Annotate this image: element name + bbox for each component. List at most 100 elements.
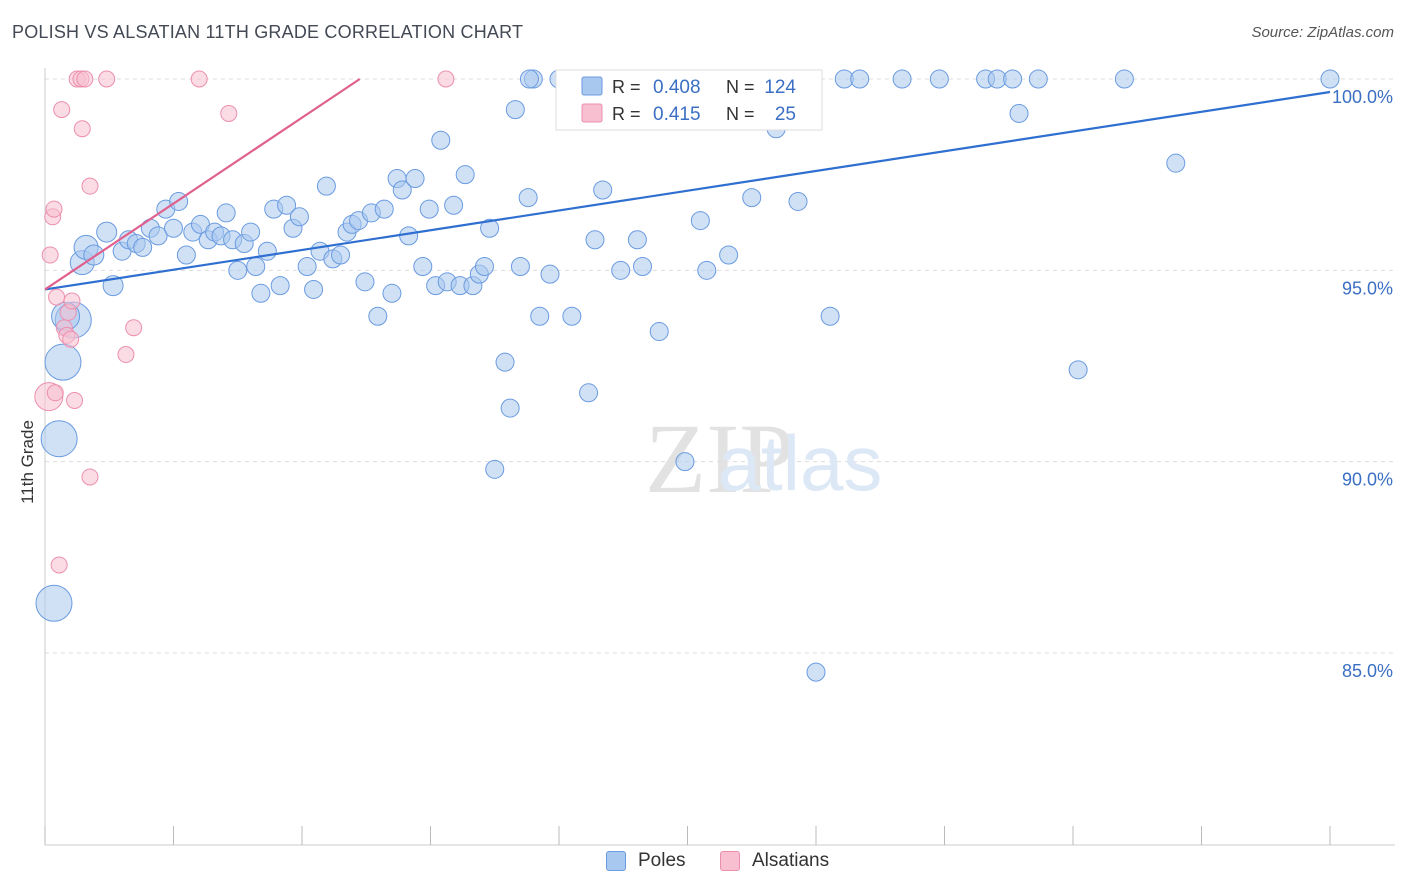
- watermark-atlas: atlas: [718, 419, 883, 507]
- poles-point-84: [593, 180, 613, 200]
- poles-point-70: [500, 398, 520, 418]
- poles-point-39: [304, 279, 324, 299]
- alsatians-point-7: [53, 101, 71, 119]
- poles-point-43: [331, 245, 351, 265]
- alsatians-point-16: [73, 120, 91, 138]
- stats-n-value-poles: 124: [764, 77, 796, 98]
- poles-point-57: [419, 199, 439, 219]
- alsatians-point-12: [63, 292, 81, 310]
- alsatians-point-5: [48, 288, 66, 306]
- poles-point-110: [892, 69, 912, 89]
- poles-point-72: [510, 257, 530, 277]
- legend: Poles Alsatians: [0, 850, 1406, 880]
- poles-point-99: [719, 245, 739, 265]
- poles-point-116: [1028, 69, 1048, 89]
- alsatians-point-25: [437, 70, 455, 88]
- alsatians-point-6: [50, 556, 68, 574]
- alsatians-point-24: [220, 104, 238, 122]
- poles-point-41: [316, 176, 336, 196]
- alsatians-point-1: [41, 246, 59, 264]
- poles-point-34: [270, 276, 290, 296]
- poles-point-94: [675, 452, 695, 472]
- poles-point-56: [413, 257, 433, 277]
- y-tick-label-1: 95.0%: [1342, 278, 1393, 298]
- y-tick-label-3: 85.0%: [1342, 661, 1393, 681]
- legend-swatch-poles: [606, 851, 626, 871]
- alsatians-point-19: [81, 468, 99, 486]
- axes: [44, 68, 1395, 846]
- poles-point-54: [399, 226, 419, 246]
- poles-point-61: [444, 195, 464, 215]
- stats-n-value-alsatians: 25: [775, 104, 796, 125]
- poles-point-97: [697, 260, 717, 280]
- stats-n-label-alsatians: N =: [726, 104, 755, 124]
- stats-r-label-poles: R =: [612, 77, 641, 97]
- poles-point-89: [633, 257, 653, 277]
- poles-point-55: [405, 168, 425, 188]
- watermark-zip: ZIP: [645, 403, 795, 514]
- poles-point-59: [431, 130, 451, 150]
- y-axis-label: 11th Grade: [18, 420, 37, 504]
- legend-swatch-alsatians: [720, 851, 740, 871]
- poles-point-1: [40, 420, 78, 458]
- poles-point-13: [133, 237, 153, 257]
- poles-point-105: [788, 191, 808, 211]
- poles-point-0: [35, 584, 73, 622]
- stats-swatch-poles: [581, 76, 603, 96]
- poles-point-29: [241, 222, 261, 242]
- alsatians-points: [34, 70, 455, 574]
- poles-point-114: [1003, 69, 1023, 89]
- poles-point-32: [257, 241, 277, 261]
- poles-point-88: [627, 230, 647, 250]
- poles-point-53: [392, 180, 412, 200]
- poles-point-106: [806, 662, 826, 682]
- legend-item-alsatians: Alsatians: [720, 850, 829, 872]
- poles-point-17: [164, 218, 183, 238]
- y-tick-label-0: 100.0%: [1332, 87, 1393, 107]
- poles-point-47: [355, 272, 375, 292]
- y-tick-label-2: 90.0%: [1342, 470, 1393, 490]
- legend-label-alsatians: Alsatians: [752, 850, 830, 871]
- stats-r-label-alsatians: R =: [612, 104, 641, 124]
- legend-item-poles: Poles: [606, 850, 686, 872]
- poles-point-96: [690, 211, 710, 231]
- poles-point-119: [1166, 153, 1186, 173]
- alsatians-point-17: [76, 70, 94, 88]
- alsatians-point-20: [98, 70, 116, 88]
- poles-point-27: [228, 260, 248, 280]
- poles-point-31: [251, 283, 271, 303]
- alsatians-point-13: [66, 391, 84, 409]
- poles-point-91: [649, 322, 669, 342]
- alsatians-point-18: [81, 177, 99, 195]
- poles-point-67: [480, 218, 500, 238]
- trend-lines: [44, 78, 1331, 291]
- poles-point-115: [1009, 103, 1029, 123]
- tick-labels: 100.0%95.0%90.0%85.0%0.0%100.0%: [1332, 87, 1393, 681]
- poles-point-2: [44, 343, 82, 381]
- alsatians-point-22: [125, 319, 143, 337]
- poles-point-51: [382, 283, 402, 303]
- poles-point-120: [1320, 69, 1340, 89]
- poles-point-73: [518, 188, 538, 208]
- alsatians-point-21: [117, 346, 135, 364]
- poles-point-35: [277, 195, 297, 215]
- poles-point-37: [289, 207, 309, 227]
- stats-n-label-poles: N =: [726, 77, 755, 97]
- poles-point-8: [96, 221, 118, 243]
- alsatians-trend-line: [44, 78, 361, 291]
- grid-lines: [45, 78, 1395, 654]
- stats-box: R = 0.408 N = 124 R = 0.415 N = 25: [555, 69, 823, 131]
- scatter-chart: ZIP atlas 100.0%95.0%90.0%85.0%0.0%100.0…: [18, 68, 1395, 846]
- poles-point-121: [519, 69, 539, 89]
- poles-point-68: [485, 459, 505, 479]
- poles-points: [35, 69, 1340, 682]
- poles-point-118: [1114, 69, 1134, 89]
- poles-point-109: [850, 69, 870, 89]
- chart-title: POLISH VS ALSATIAN 11TH GRADE CORRELATIO…: [12, 22, 524, 42]
- poles-point-83: [585, 230, 605, 250]
- alsatians-point-11: [62, 330, 80, 348]
- poles-point-19: [176, 245, 196, 265]
- poles-point-66: [474, 257, 494, 277]
- poles-point-82: [579, 383, 599, 403]
- poles-point-75: [530, 306, 550, 326]
